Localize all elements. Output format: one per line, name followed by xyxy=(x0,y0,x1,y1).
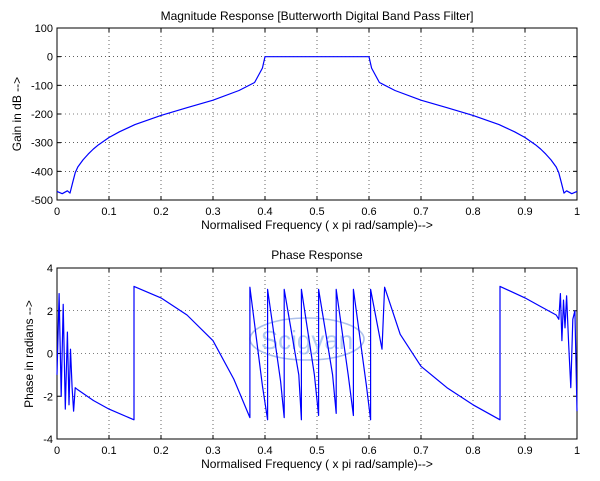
phase-x-tick-label: 0.7 xyxy=(413,445,428,457)
magnitude-x-tick-label: 0.1 xyxy=(101,206,116,218)
phase-y-tick-label: -4 xyxy=(43,434,53,446)
magnitude-x-tick-label: 0.6 xyxy=(361,206,376,218)
magnitude-y-tick-label: -400 xyxy=(31,166,53,178)
magnitude-x-tick-label: 0 xyxy=(54,206,60,218)
phase-y-tick-labels: 4 2 0 -2 -4 xyxy=(43,263,53,446)
phase-y-tick-label: 4 xyxy=(47,263,53,275)
magnitude-x-tick-label: 0.8 xyxy=(465,206,480,218)
magnitude-x-tick-labels: 0 0.1 0.2 0.3 0.4 0.5 0.6 0.7 0.8 0.9 1 xyxy=(54,206,580,218)
phase-series-line xyxy=(56,285,578,421)
phase-ticks xyxy=(56,267,578,440)
magnitude-y-tick-label: -200 xyxy=(31,109,53,121)
magnitude-ticks xyxy=(56,27,578,201)
phase-x-tick-labels: 0 0.1 0.2 0.3 0.4 0.5 0.6 0.7 0.8 0.9 1 xyxy=(54,445,580,457)
magnitude-y-tick-label: -300 xyxy=(31,138,53,150)
phase-y-tick-label: -2 xyxy=(43,391,53,403)
magnitude-x-axis-label: Normalised Frequency ( x pi rad/sample)-… xyxy=(201,218,433,232)
magnitude-x-tick-label: 0.9 xyxy=(517,206,532,218)
magnitude-x-tick-label: 0.2 xyxy=(153,206,168,218)
phase-x-tick-label: 0.6 xyxy=(361,445,376,457)
magnitude-x-tick-label: 1 xyxy=(574,206,580,218)
phase-plot-area xyxy=(56,285,578,421)
magnitude-y-tick-label: 0 xyxy=(47,52,53,64)
phase-title: Phase Response xyxy=(271,248,363,262)
magnitude-y-tick-label: 100 xyxy=(35,23,53,35)
phase-x-tick-label: 0.9 xyxy=(517,445,532,457)
phase-x-axis-label: Normalised Frequency ( x pi rad/sample)-… xyxy=(201,457,433,471)
magnitude-series-line xyxy=(56,56,578,195)
phase-x-tick-label: 0.5 xyxy=(309,445,324,457)
phase-x-tick-label: 1 xyxy=(574,445,580,457)
phase-y-tick-label: 0 xyxy=(47,349,53,361)
magnitude-x-tick-label: 0.4 xyxy=(257,206,272,218)
magnitude-y-axis-label: Gain in dB --> xyxy=(10,77,24,151)
phase-x-tick-label: 0 xyxy=(54,445,60,457)
phase-y-tick-label: 2 xyxy=(47,306,53,318)
magnitude-chart: Magnitude Response [Butterworth Digital … xyxy=(10,9,580,232)
phase-y-axis-label: Phase in radians --> xyxy=(22,300,36,408)
phase-x-tick-label: 0.4 xyxy=(257,445,272,457)
magnitude-x-tick-label: 0.5 xyxy=(309,206,324,218)
magnitude-title: Magnitude Response [Butterworth Digital … xyxy=(161,9,474,23)
phase-chart: Phase Response 0 0.1 0.2 0.3 0.4 0.5 0.6 0.7 0.8… xyxy=(22,248,580,471)
phase-x-tick-label: 0.2 xyxy=(153,445,168,457)
phase-x-tick-label: 0.1 xyxy=(101,445,116,457)
magnitude-plot-area xyxy=(56,56,578,195)
magnitude-y-tick-label: -100 xyxy=(31,80,53,92)
phase-x-tick-label: 0.3 xyxy=(205,445,220,457)
phase-x-tick-label: 0.8 xyxy=(465,445,480,457)
magnitude-y-tick-labels: 100 0 -100 -200 -300 -400 -500 xyxy=(31,23,53,207)
magnitude-x-tick-label: 0.7 xyxy=(413,206,428,218)
magnitude-x-tick-label: 0.3 xyxy=(205,206,220,218)
magnitude-y-tick-label: -500 xyxy=(31,195,53,207)
